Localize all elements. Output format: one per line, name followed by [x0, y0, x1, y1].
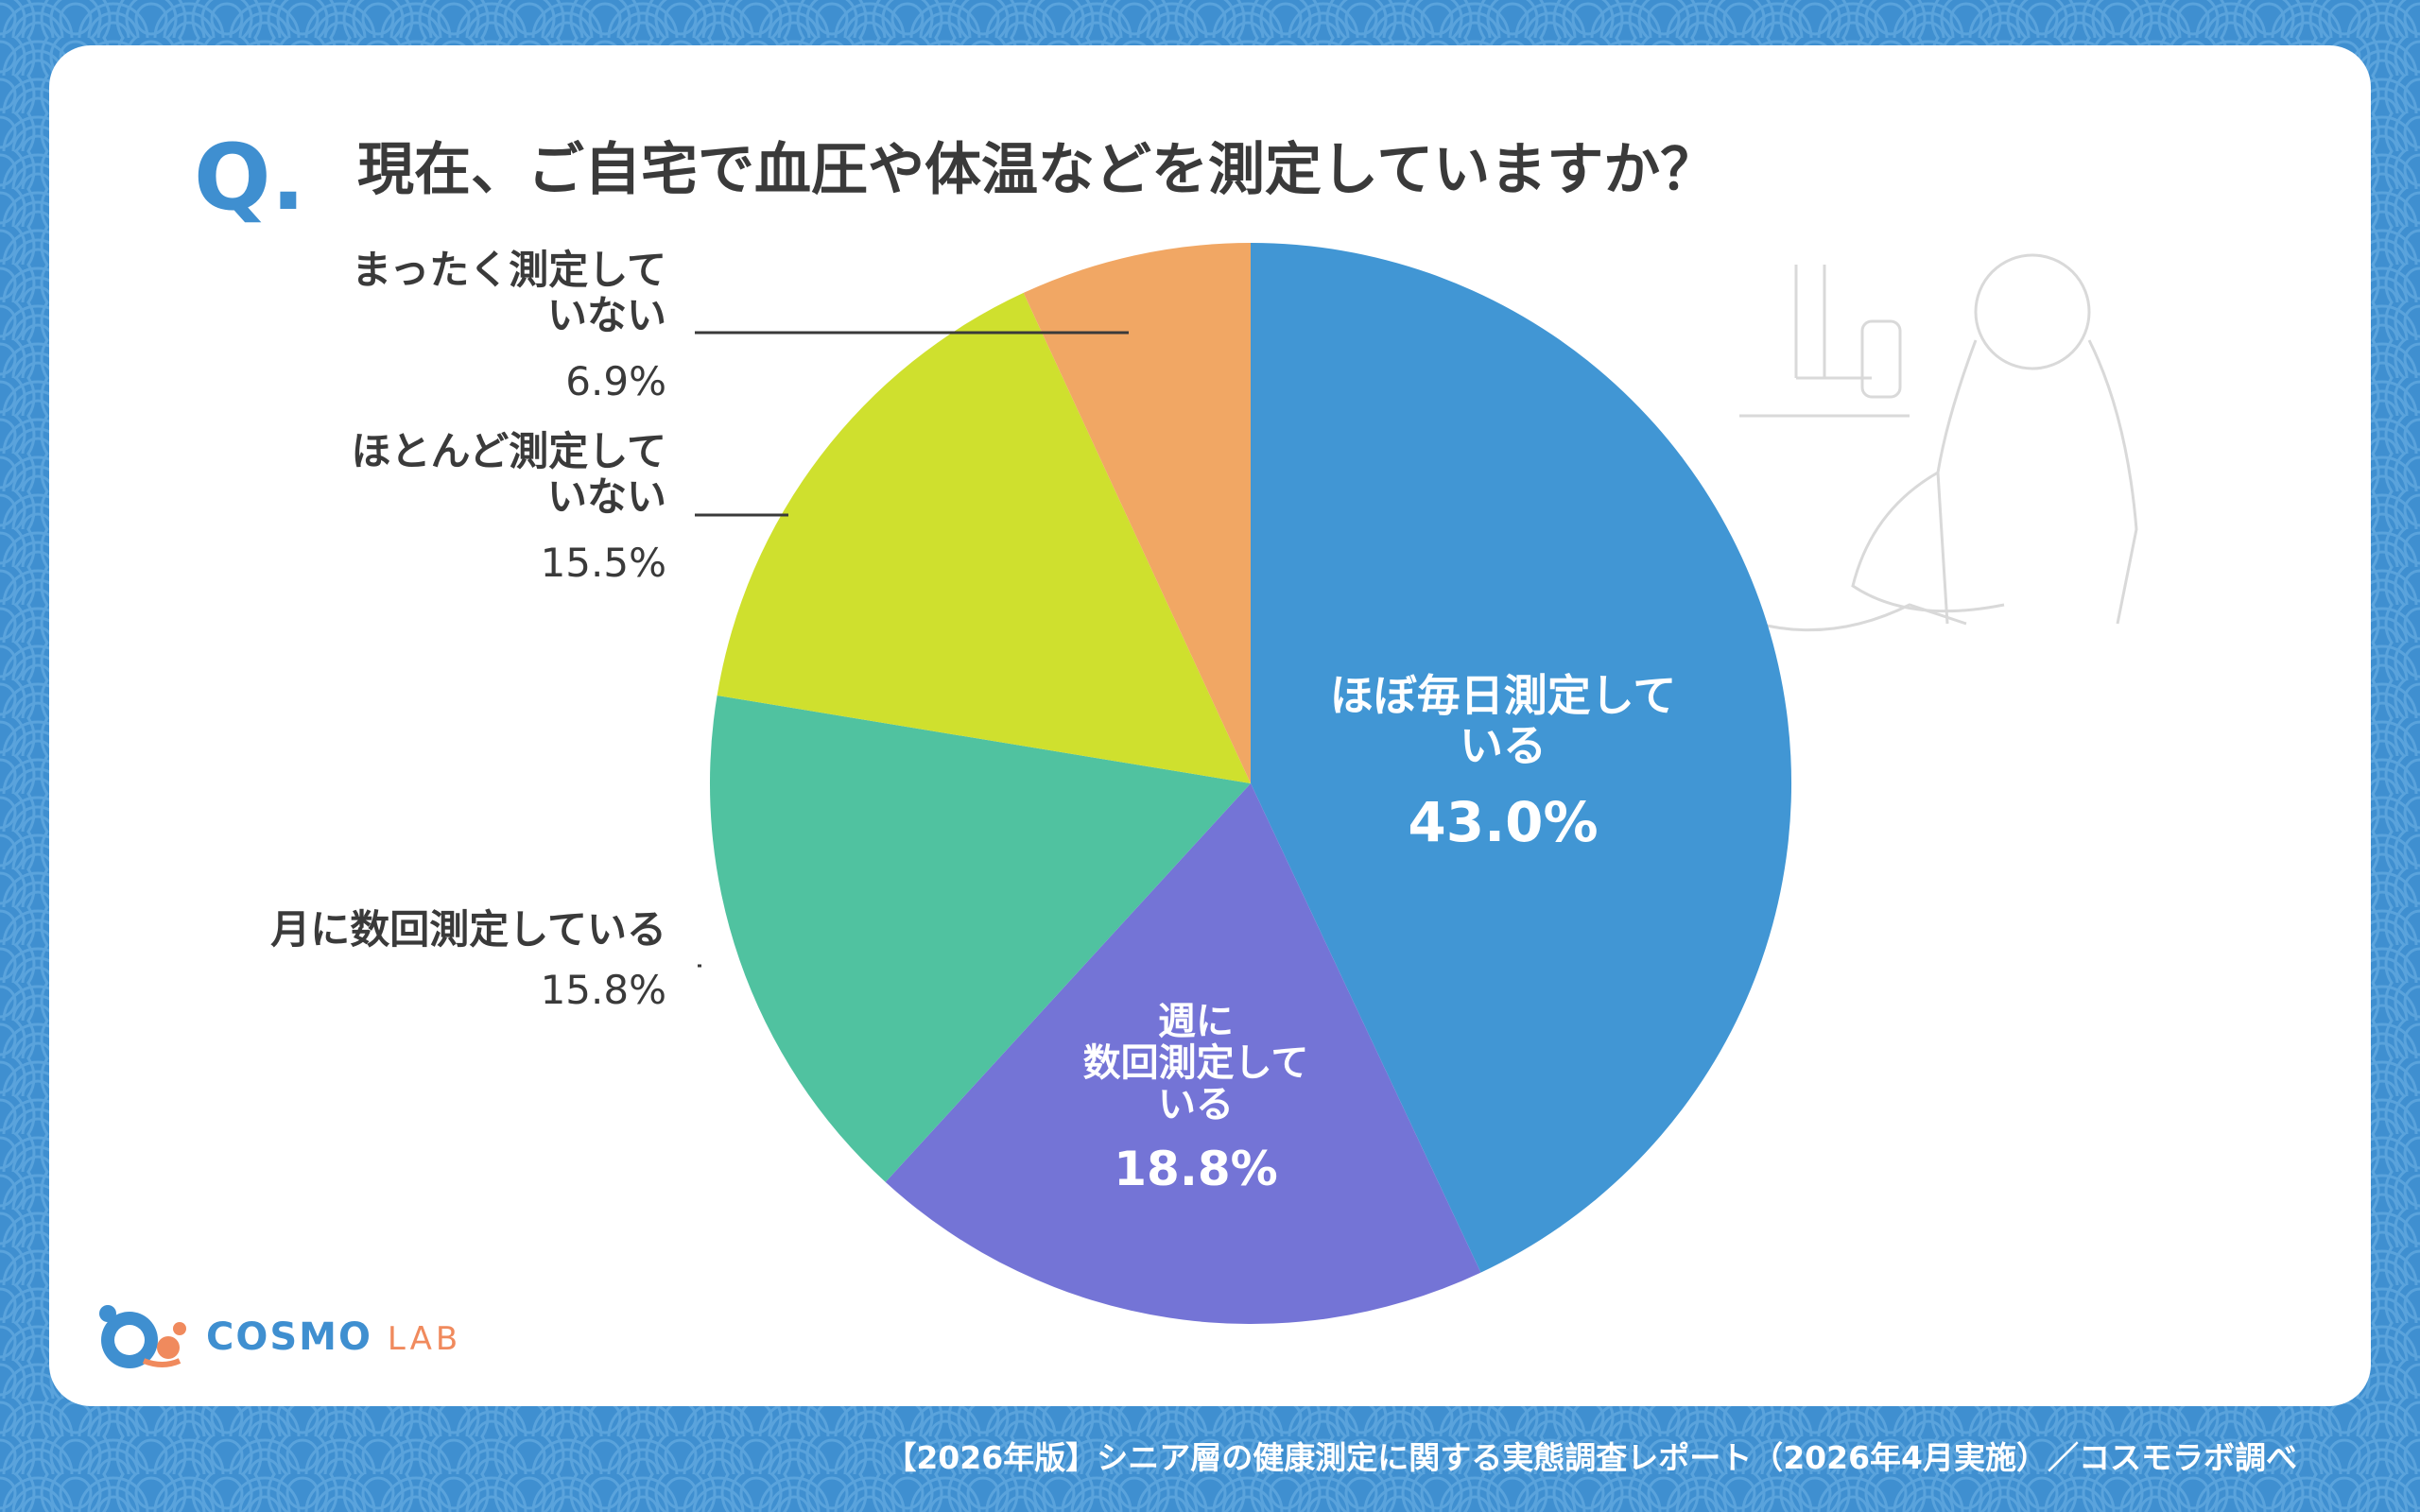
pie-slice-never [1023, 242, 1251, 783]
slice-label-rarely: いない [547, 473, 666, 520]
slice-value-weekly: 18.8% [1114, 1142, 1277, 1196]
slice-label-weekly: 週に [1158, 1000, 1234, 1043]
slice-value-rarely: 15.5% [541, 540, 666, 586]
question-mark-label: Q. [194, 125, 306, 231]
pie-slice-monthly [709, 696, 1251, 1182]
question-title: 現在、ご自宅で血圧や体温などを測定していますか？ [357, 137, 1718, 203]
slice-label-monthly: 月に数回測定している [270, 906, 666, 953]
slice-label-weekly: いる [1158, 1083, 1234, 1126]
logo-sub-text: LAB [387, 1320, 462, 1358]
logo-wordmark: COSMO LAB [206, 1315, 461, 1359]
source-footer: 【2026年版】シニア層の健康測定に関する実態調査レポート（2026年4月実施）… [885, 1439, 2297, 1476]
slice-value-daily: 43.0% [1408, 790, 1598, 854]
pie-slice-daily [1251, 243, 1792, 1273]
slice-value-never: 6.9% [565, 358, 666, 404]
cosmo-lab-logo-icon [99, 1305, 186, 1368]
slice-label-rarely: ほとんど測定して [352, 428, 666, 474]
logo-main-text: COSMO [206, 1315, 372, 1359]
pie-slice-weekly [885, 783, 1481, 1325]
slice-label-daily: ほぼ毎日測定して [1330, 670, 1677, 721]
pie-slice-rarely [717, 292, 1251, 783]
decorative-illustration [1739, 253, 2138, 632]
slice-value-monthly: 15.8% [541, 967, 666, 1013]
slice-label-weekly: 数回測定して [1083, 1041, 1309, 1085]
slice-label-never: いない [547, 292, 666, 338]
slice-label-daily: いる [1460, 720, 1547, 771]
slice-label-never: まったく測定して [352, 247, 666, 293]
